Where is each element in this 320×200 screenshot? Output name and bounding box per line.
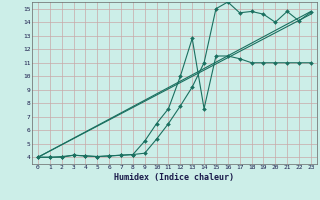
X-axis label: Humidex (Indice chaleur): Humidex (Indice chaleur) [115,173,234,182]
